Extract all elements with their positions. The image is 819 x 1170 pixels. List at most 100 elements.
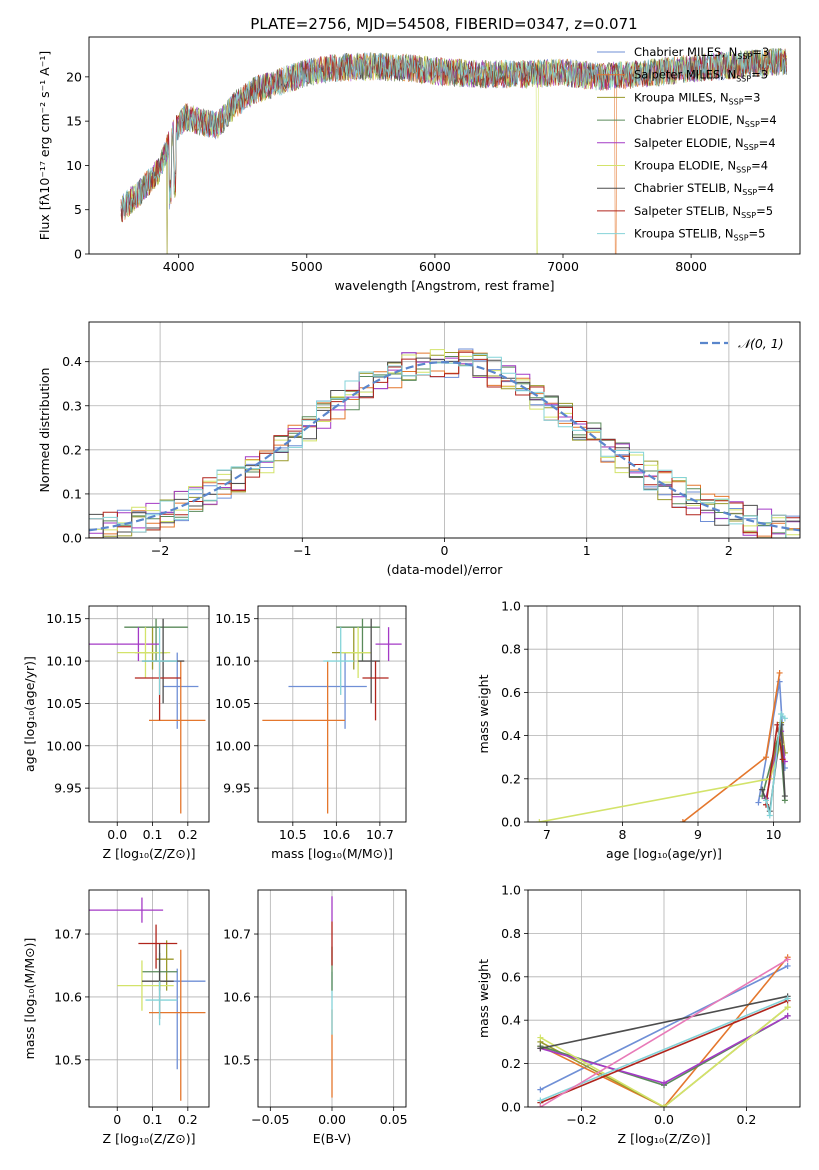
x-tick-label: 5000 [291,259,323,274]
y-tick-label: 0.4 [62,354,82,369]
y-tick-label: 9.95 [223,781,251,796]
x-tick-label: 0 [113,1112,121,1127]
y-tick-label: 1.0 [501,883,521,898]
errorbar-point [149,661,206,814]
weight-marker [536,819,543,822]
y-axis-label: mass [log₁₀(M/M⊙)] [22,938,37,1060]
x-tick-label: 8000 [675,259,707,274]
x-tick-label: 6000 [419,259,451,274]
x-tick-label: −0.05 [251,1112,289,1127]
y-tick-label: 0.3 [62,398,82,413]
y-axis-label: mass weight [476,674,491,753]
x-tick-label: −2 [151,543,169,558]
panel-spectrum: 4000 5000 6000 7000 8000 0 5 10 15 20 wavelength [… [37,36,801,293]
x-tick-label: 10.6 [322,827,350,842]
x-tick-label: −1 [293,543,311,558]
plot-area [536,669,788,822]
errorbar-point [340,627,372,678]
y-tick-label: 10.7 [223,927,251,942]
plot-area [120,47,787,254]
weight-marker [763,754,769,761]
plot-area [89,618,206,814]
x-tick-label: 10.5 [279,827,307,842]
x-axis-label: Z [log₁₀(Z/Z⊙)] [103,846,196,861]
y-tick-label: 9.95 [54,781,82,796]
y-tick-label: 10.00 [215,738,251,753]
axes-frame [88,321,801,539]
errorbar-point [262,661,346,814]
weight-marker [763,797,769,804]
y-tick-label: 0.6 [501,969,521,984]
x-tick-label: 0.05 [380,1112,408,1127]
y-tick-label: 0.2 [501,771,521,786]
weight-marker [776,669,783,676]
weight-marker [784,995,791,1002]
panel-mass-vs-EBV: −0.05 0.00 0.05 10.5 10.6 10.7 E(B-V) [223,889,408,1146]
y-tick-label: 0.2 [62,442,82,457]
x-tick-label: 0.2 [736,1112,756,1127]
plot-area [89,348,800,538]
histogram-chabrier-stelib [89,357,800,538]
y-axis-label: mass weight [476,959,491,1038]
weight-line-kroupa-elodie [539,743,782,822]
weight-line-kroupa-elodie [540,1006,789,1107]
errorbar-point [89,627,160,662]
x-axis-label: Z [log₁₀(Z/Z⊙)] [618,1131,711,1146]
weight-marker [766,812,773,819]
legend-label: Salpeter STELIB, NSSP=5 [634,204,773,220]
x-tick-label: 0.00 [318,1112,346,1127]
y-tick-label: 10.5 [223,1052,251,1067]
axes-frame [257,605,407,823]
errorbar-point [134,627,167,670]
panel-age-vs-Z: 0.0 0.1 0.2 9.95 10.00 10.05 10.10 10.15 Z [log₁… [22,605,210,861]
errorbar-point [323,627,354,695]
histogram-kroupa-stelib [89,353,800,538]
y-tick-label: 10.10 [215,654,251,669]
weight-line-pink [539,958,789,1107]
normal-curve [89,360,800,532]
errorbar-point [375,627,402,662]
x-tick-label: 0.2 [178,827,198,842]
weight-marker [784,962,791,969]
weight-line-salpeter-miles [540,956,789,1107]
x-tick-label: 9 [694,827,702,842]
errorbar-point [134,661,181,721]
x-tick-label: 1 [583,543,591,558]
errorbar-point [163,968,206,1070]
x-tick-label: 2 [725,543,733,558]
panel-weight-vs-Z: −0.2 0.0 0.2 0.0 0.2 0.4 0.6 0.8 1.0 Z [log₁₀(Z/Z… [476,883,801,1146]
y-axis-label: Flux [fλ10⁻¹⁷ erg cm⁻² s⁻¹ A⁻¹] [37,51,52,240]
x-tick-label: 0.0 [107,827,127,842]
y-tick-label: 10.5 [54,1052,82,1067]
panel-age-vs-mass: 10.5 10.6 10.7 9.95 10.00 10.05 10.10 10.15 mass… [215,605,407,861]
axes-frame [88,36,801,255]
errorbar-point [141,627,178,695]
x-tick-label: 10 [766,827,782,842]
weight-marker [537,1034,544,1041]
errorbar-point [124,618,188,662]
y-tick-label: 10.15 [46,611,82,626]
x-axis-label: age [log₁₀(age/yr)] [606,846,722,861]
legend-label: Salpeter MILES, NSSP=3 [634,68,768,84]
figure-title: PLATE=2756, MJD=54508, FIBERID=0347, z=0… [250,15,637,33]
errorbar-point [89,897,164,923]
plot-area [262,618,402,814]
weight-marker [661,1104,667,1107]
plot-area [537,954,791,1107]
axes-frame [527,889,801,1108]
weight-marker [661,1080,667,1087]
x-tick-label: 7 [543,827,551,842]
weight-marker [537,1045,544,1052]
weight-marker [784,956,791,963]
axes-frame [257,889,407,1108]
weight-marker [779,756,786,763]
y-tick-label: 10.6 [223,989,251,1004]
y-tick-label: 0.4 [501,1013,521,1028]
errorbar-point [332,627,372,670]
weight-marker [759,786,766,793]
weight-marker [755,799,762,806]
x-axis-label: Z [log₁₀(Z/Z⊙)] [103,1131,196,1146]
x-tick-label: 0.1 [143,827,163,842]
errorbar-point [358,618,380,704]
weight-marker [784,1012,791,1019]
